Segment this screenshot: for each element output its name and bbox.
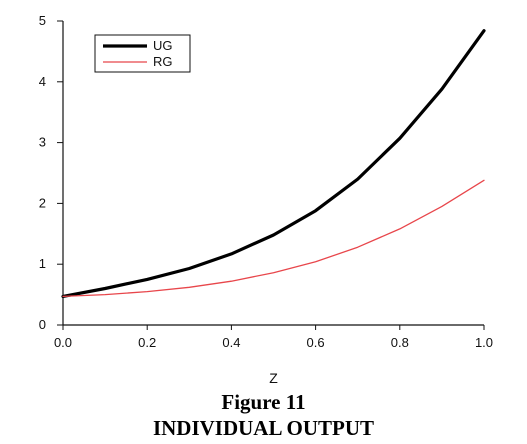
legend-label-rg: RG: [153, 54, 173, 69]
series-line-rg: [62, 179, 485, 298]
y-tick-label: 4: [39, 74, 46, 89]
series-line-ug: [61, 29, 486, 298]
x-tick-label: 0.0: [54, 335, 72, 350]
x-tick-label: 0.2: [138, 335, 156, 350]
chart-series-lines: [61, 29, 486, 298]
x-tick-label: 0.6: [307, 335, 325, 350]
figure-title: INDIVIDUAL OUTPUT: [152, 416, 375, 440]
y-tick-label: 2: [39, 195, 46, 210]
x-tick-label: 0.4: [222, 335, 240, 350]
x-tick-label: 0.8: [391, 335, 409, 350]
figure-number: Figure 11: [221, 390, 306, 414]
x-tick-label: 1.0: [475, 335, 493, 350]
chart-ticks: 0.0 0.2 0.4 0.6 0.8 1.0 0 1 2 3 4 5: [39, 13, 493, 350]
y-tick-label: 0: [39, 317, 46, 332]
y-tick-label: 3: [39, 135, 46, 150]
y-tick-label: 1: [39, 256, 46, 271]
chart-axes: [62, 21, 484, 326]
legend-label-ug: UG: [153, 38, 173, 53]
y-tick-label: 5: [39, 13, 46, 28]
x-axis-label: Z: [269, 370, 278, 386]
legend-box: [94, 34, 191, 73]
